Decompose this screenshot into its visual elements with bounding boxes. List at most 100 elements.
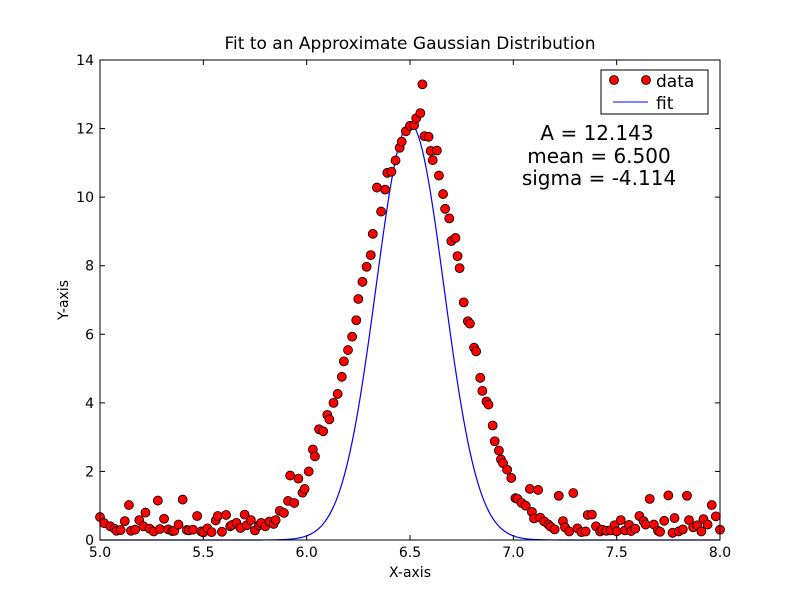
data-point (502, 464, 513, 475)
data-point (140, 507, 151, 518)
data-point (338, 356, 349, 367)
data-point (471, 346, 482, 357)
data-point (324, 414, 335, 425)
data-point (452, 251, 463, 262)
data-point (702, 519, 713, 530)
data-point (630, 523, 641, 534)
data-point (489, 436, 500, 447)
data-point (444, 213, 455, 224)
legend: data fit (600, 69, 709, 115)
data-point (310, 451, 320, 462)
data-point (568, 488, 579, 498)
data-point (677, 524, 688, 535)
data-point (396, 136, 407, 147)
data-point (477, 385, 488, 396)
ticks-layer: 5.0 5.5 6.0 6.5 7.0 7.5 8.0 0 2 4 6 8 10 12 14 (76, 53, 731, 561)
data-point (506, 473, 517, 483)
data-point (212, 511, 223, 521)
data-point (434, 170, 444, 181)
data-point (682, 490, 692, 501)
data-point (390, 155, 401, 166)
data-point (245, 515, 256, 526)
plot-frame (99, 59, 721, 541)
data-point (188, 524, 198, 535)
data-point (206, 527, 217, 538)
y-tick-label: 12 (76, 122, 94, 138)
legend-label-fit: fit (656, 94, 674, 114)
data-point (493, 445, 504, 456)
points-layer (95, 79, 725, 538)
data-point (372, 182, 382, 193)
chart-title: Fit to an Approximate Gaussian Distribut… (225, 34, 596, 54)
data-point (155, 524, 165, 534)
data-point (533, 485, 544, 495)
legend-data-marker (641, 75, 651, 85)
data-point (615, 515, 626, 526)
data-point (663, 490, 674, 501)
data-point (706, 500, 717, 510)
data-point (152, 495, 163, 506)
data-point (285, 470, 296, 481)
data-point (454, 263, 465, 274)
y-tick-label: 2 (85, 464, 94, 480)
data-point (659, 515, 670, 526)
annotation-sigma: sigma = -4.114 (522, 166, 676, 190)
plot-area (100, 60, 720, 540)
data-point (351, 315, 362, 326)
y-tick-label: 14 (76, 53, 94, 69)
y-tick-label: 4 (85, 396, 94, 412)
data-point (644, 493, 655, 504)
data-point (655, 526, 665, 537)
data-point (217, 526, 227, 537)
data-point (239, 509, 250, 520)
fit-parameters: A = 12.143 mean = 6.500 sigma = -4.114 (522, 121, 676, 190)
data-point (365, 250, 376, 260)
data-point (177, 494, 188, 505)
data-point (303, 466, 314, 477)
data-point (415, 108, 426, 119)
x-tick-label: 6.5 (399, 545, 421, 561)
data-point (293, 473, 304, 484)
x-tick-label: 7.0 (502, 545, 524, 561)
data-point (450, 233, 461, 243)
data-point (192, 511, 203, 521)
data-point (564, 526, 575, 537)
data-point (524, 484, 535, 494)
y-tick-label: 10 (76, 190, 94, 206)
data-point (549, 524, 560, 535)
data-point (376, 206, 386, 217)
data-point (347, 331, 358, 342)
data-point (520, 500, 531, 511)
x-tick-label: 8.0 (709, 545, 731, 561)
data-point (431, 145, 442, 156)
data-point (289, 498, 300, 508)
x-tick-label: 5.5 (192, 545, 214, 561)
data-point (586, 509, 597, 520)
data-point (440, 203, 451, 214)
annotation-amplitude: A = 12.143 (540, 121, 653, 145)
x-axis-label: X-axis (389, 565, 431, 581)
legend-data-marker (609, 75, 619, 85)
data-point (119, 516, 130, 527)
data-point (696, 526, 707, 537)
data-point (669, 513, 680, 523)
data-point (357, 276, 368, 287)
data-point (270, 515, 281, 526)
legend-label-data: data (656, 72, 694, 92)
data-point (130, 524, 141, 535)
data-point (343, 345, 353, 355)
y-tick-label: 0 (85, 533, 94, 549)
x-tick-label: 6.0 (296, 545, 318, 561)
data-point (353, 294, 364, 304)
y-tick-label: 6 (85, 327, 94, 343)
data-point (684, 515, 694, 526)
data-point (173, 519, 184, 530)
data-point (279, 508, 289, 518)
data-point (487, 420, 498, 431)
data-point (710, 511, 721, 522)
data-point (438, 189, 448, 199)
data-point (475, 372, 486, 383)
data-point (159, 513, 169, 524)
x-tick-label: 7.5 (606, 545, 628, 561)
